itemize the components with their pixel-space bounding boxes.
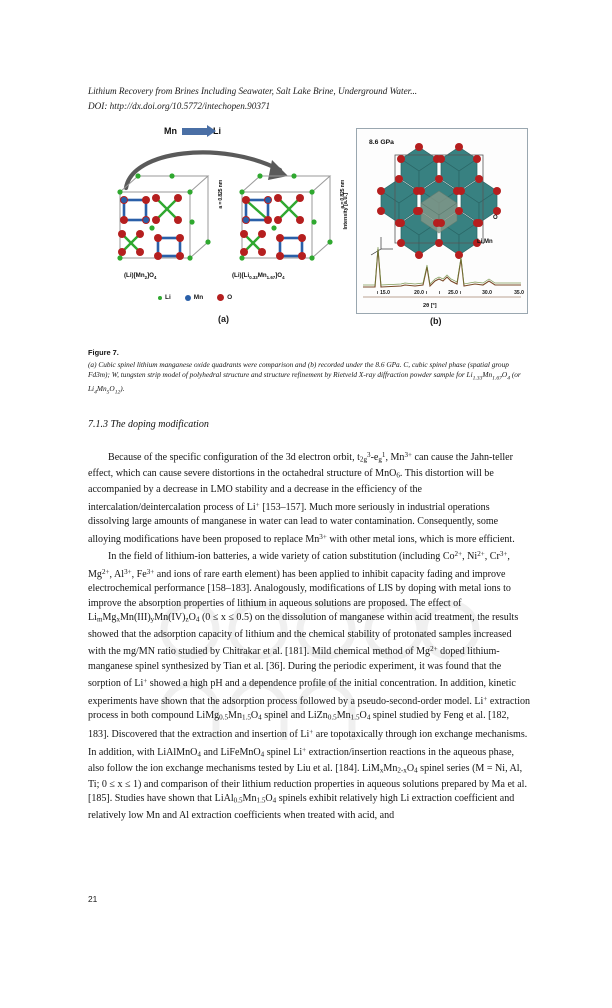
curved-arrow-icon — [123, 150, 288, 191]
x-tick-4: 35.0 — [514, 290, 524, 296]
formula-li-rich-sub1: 0.33 — [249, 275, 258, 281]
legend-label-mn: Mn — [193, 294, 204, 301]
formula-lmo-tail-sub: 4 — [153, 275, 157, 281]
page-number: 21 — [88, 894, 98, 904]
lattice-parameter-left: a = 0.825 nm — [218, 180, 224, 209]
axes-triad-icon — [370, 237, 393, 256]
li-atom-icon — [158, 295, 162, 300]
atom-label-oxygen: O — [493, 215, 498, 221]
formula-lmo-tail: ]O — [147, 272, 154, 279]
x-tick-3: 30.0 — [482, 290, 492, 296]
figure-caption-body: (a) Cubic spinel lithium manganese oxide… — [88, 359, 521, 396]
legend-item-o: O — [217, 294, 232, 301]
mn-to-li-transition: Mn Li — [164, 124, 221, 137]
oxygen-atom-icon — [217, 294, 225, 301]
xrd-trace — [363, 246, 521, 298]
formula-li-rich: (Li)[Li0.33Mn1.67]O4 — [232, 272, 285, 280]
oxygen-atoms — [377, 143, 501, 259]
panel-label-b: (b) — [430, 316, 442, 326]
label-mn: Mn — [164, 126, 177, 136]
figure-panel-a: Mn Li — [106, 124, 354, 336]
figure-caption-title: Figure 7. — [88, 348, 119, 357]
body-text: Because of the specific configuration of… — [88, 448, 531, 823]
running-head-doi: DOI: http://dx.doi.org/10.5772/intechope… — [88, 100, 271, 111]
x-tick-2: 25.0 — [448, 290, 458, 296]
unit-cell-lmo — [117, 173, 211, 261]
polyhedral-structure-inset — [363, 143, 521, 298]
right-arrow-icon — [182, 124, 216, 137]
legend-item-mn: Mn — [184, 294, 204, 301]
y-axis-label: Intensity [a.u.] — [343, 193, 349, 230]
paragraph-2: In the field of lithium-ion batteries, a… — [88, 550, 531, 821]
formula-li-rich-sub2: 1.67 — [266, 275, 276, 281]
formula-li-rich-mid: Mn — [257, 272, 267, 279]
x-tick-1: 20.0 — [414, 290, 424, 296]
legend-item-li: Li — [158, 294, 171, 301]
atom-label-limn: Li,Mn — [477, 239, 493, 245]
figure-caption-text: (a) Cubic spinel lithium manganese oxide… — [88, 359, 509, 380]
running-head: Lithium Recovery from Brines Including S… — [88, 84, 528, 113]
figure-legend: Li Mn O — [158, 294, 232, 301]
formula-lmo: (Li)[Mn2]O4 — [124, 272, 156, 280]
x-axis-ticks: 15.0 20.0 25.0 30.0 35.0 — [357, 290, 529, 300]
legend-label-li: Li — [165, 294, 171, 301]
tick-markers — [377, 291, 461, 294]
pressure-label: 8.6 GPa — [369, 139, 394, 146]
formula-lmo-sub: 2 — [144, 275, 148, 281]
octahedra-group — [380, 146, 498, 256]
figure-caption: Figure 7. (a) Cubic spinel lithium manga… — [88, 348, 530, 398]
figure-panel-b: 8.6 GPa Intensity [a.u.] — [343, 128, 529, 314]
running-head-title: Lithium Recovery from Brines Including S… — [88, 86, 418, 96]
formula-lmo-head: (Li)[Mn — [124, 272, 145, 279]
x-axis-label: 2θ [°] — [423, 303, 437, 309]
panel-label-a: (a) — [218, 314, 229, 324]
paragraph-1: Because of the specific configuration of… — [88, 451, 515, 545]
figure-7: Mn Li — [88, 124, 528, 336]
formula-li-rich-sub3: 4 — [282, 275, 285, 281]
formula-li-rich-head: (Li)[Li — [232, 272, 250, 279]
legend-label-o: O — [227, 294, 233, 301]
label-li: Li — [213, 126, 221, 136]
x-tick-0: 15.0 — [380, 290, 390, 296]
formula-li-rich-tail: ]O — [275, 272, 283, 279]
mn-atom-icon — [184, 294, 191, 301]
section-heading: 7.1.3 The doping modification — [88, 419, 209, 430]
unit-cell-li-rich — [239, 173, 333, 261]
